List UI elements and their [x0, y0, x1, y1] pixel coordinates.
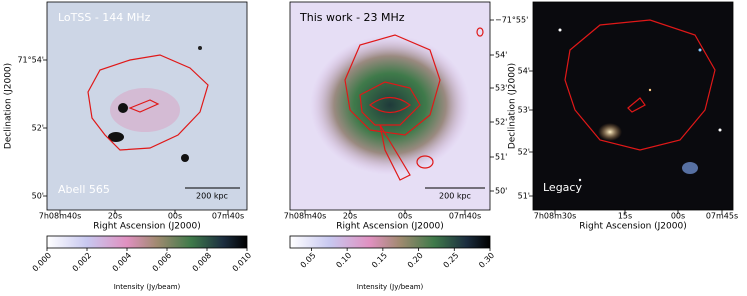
y-axis-label: Declination (J2000): [508, 63, 518, 149]
contour: [359, 81, 421, 126]
y-tick-label: 53': [495, 84, 507, 93]
colorbar: [46, 235, 248, 249]
galaxy: [682, 162, 698, 174]
y-tick-label: 71°54': [17, 56, 44, 65]
y-tick-label: 52': [495, 118, 507, 127]
panel-title: LoTSS - 144 MHz: [58, 11, 151, 24]
contour: [344, 34, 441, 136]
colorbar-tick-label: 0.006: [151, 251, 174, 274]
panel-legacy: Legacy: [532, 1, 734, 211]
panel-label: Abell 565: [58, 183, 110, 196]
contour: [564, 19, 716, 151]
galaxy: [598, 123, 622, 141]
colorbar-tick-label: 0.20: [406, 251, 425, 270]
contour: [416, 155, 434, 169]
colorbar-tick-label: 0.10: [334, 251, 353, 270]
x-tick-label: 7h08m40s: [39, 212, 81, 221]
y-tick-label: 50': [495, 187, 507, 196]
optical-image: [532, 1, 734, 211]
colorbar: [289, 235, 491, 249]
contour: [627, 97, 646, 113]
colorbar-tick-label: 0.004: [111, 251, 134, 274]
x-tick-label: 20s: [108, 212, 122, 221]
star: [718, 128, 722, 132]
y-tick-label: 52': [32, 124, 44, 133]
colorbar-label: Intensity (Jy/beam): [357, 283, 424, 291]
colorbars: 0.000 0.002 0.004 0.006 0.008 0.010 Intensity …: [31, 235, 496, 291]
y-tick-label: 51': [518, 192, 530, 201]
star: [698, 48, 702, 52]
contour: [476, 27, 484, 37]
contour: [379, 124, 411, 181]
x-tick-label: 7h08m30s: [534, 212, 576, 221]
axis-ticks: 7h08m40s 20s 00s 07m40s 71°54' 52' 50' 7h08m40s…: [17, 16, 738, 221]
colorbar-tick-label: 0.05: [299, 251, 318, 270]
x-tick-label: 07m40s: [449, 212, 481, 221]
colorbar-tick-label: 0.002: [71, 251, 94, 274]
scalebar-label: 200 kpc: [196, 192, 228, 201]
x-tick-label: 00s: [398, 212, 412, 221]
y-tick-label: 53': [518, 106, 530, 115]
colorbar-tick-label: 0.008: [191, 251, 214, 274]
x-axis-label: Right Ascension (J2000): [579, 222, 686, 232]
y-axis-label: Declination (J2000): [4, 63, 14, 149]
colorbar-tick-label: 0.25: [442, 251, 461, 270]
y-tick-label: 52': [518, 148, 530, 157]
contour: [368, 96, 412, 114]
x-tick-label: 07m40s: [212, 212, 244, 221]
contour: [128, 99, 160, 113]
x-axis-label: Right Ascension (J2000): [336, 222, 443, 232]
source: [181, 154, 189, 162]
x-tick-label: 00s: [168, 212, 182, 221]
source: [198, 46, 202, 50]
star: [648, 88, 652, 92]
y-tick-label: 50': [32, 192, 44, 201]
x-tick-label: 15s: [618, 212, 632, 221]
panel-lotss: LoTSS - 144 MHz Abell 565 200 kpc: [46, 1, 248, 211]
colorbar-label: Intensity (Jy/beam): [114, 283, 181, 291]
star: [578, 178, 582, 182]
colorbar-tick-label: 0.000: [31, 251, 54, 274]
panel-title: This work - 23 MHz: [299, 11, 405, 24]
colorbar-tick-label: 0.15: [370, 251, 389, 270]
x-tick-label: 20s: [343, 212, 357, 221]
y-tick-label: −71°55': [495, 16, 528, 25]
colorbar-tick-label: 0.010: [231, 251, 254, 274]
y-tick-label: 51': [495, 153, 507, 162]
panel-this-work: This work - 23 MHz 200 kpc: [289, 1, 491, 211]
source: [108, 132, 124, 142]
x-tick-label: 7h08m40s: [284, 212, 326, 221]
contour: [87, 54, 209, 151]
scalebar-label: 200 kpc: [439, 192, 471, 201]
colorbar-tick-label: 0.30: [477, 251, 496, 270]
x-tick-label: 07m45s: [706, 212, 738, 221]
emission: [310, 35, 470, 175]
y-tick-label: 54': [518, 67, 530, 76]
x-tick-label: 00s: [671, 212, 685, 221]
source: [118, 103, 128, 113]
star: [558, 28, 562, 32]
y-tick-label: 54': [495, 51, 507, 60]
x-axis-label: Right Ascension (J2000): [93, 222, 200, 232]
panel-label: Legacy: [543, 181, 582, 194]
